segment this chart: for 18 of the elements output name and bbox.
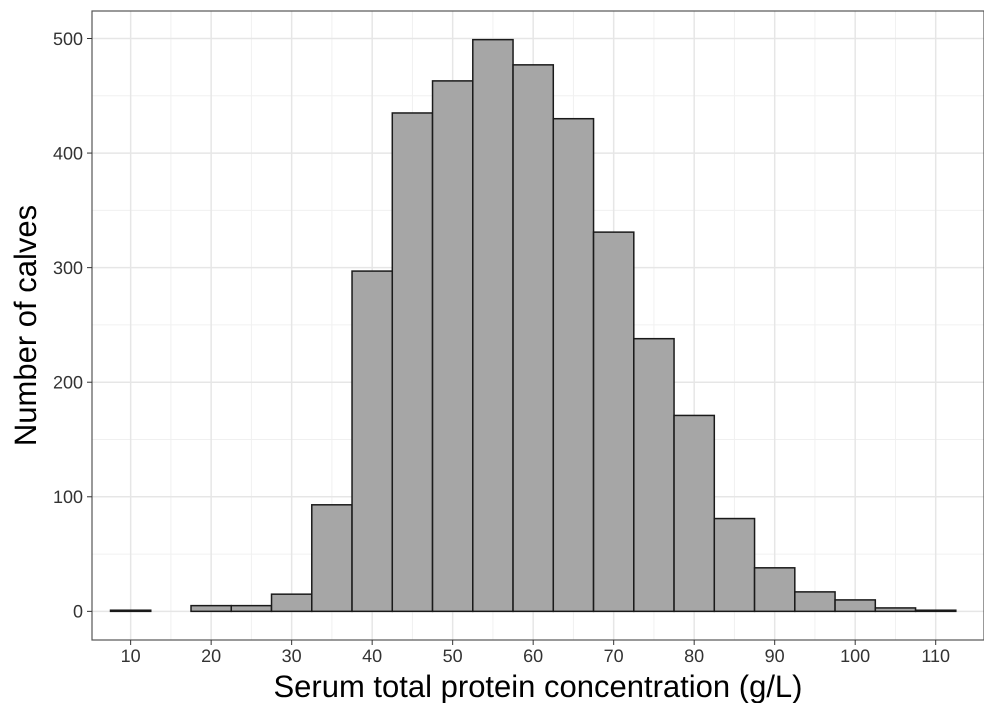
x-tick-label: 110 <box>921 646 950 666</box>
x-tick-label: 50 <box>442 646 463 666</box>
y-tick-label: 0 <box>72 602 83 622</box>
y-tick-label: 300 <box>52 258 83 278</box>
x-tick-label: 20 <box>201 646 222 666</box>
x-tick-label: 90 <box>764 646 785 666</box>
y-axis-title: Number of calves <box>8 204 43 446</box>
x-tick-label: 40 <box>362 646 382 666</box>
y-tick-label: 100 <box>52 487 83 508</box>
x-tick-label: 60 <box>523 646 544 666</box>
y-tick-label: 500 <box>52 28 83 49</box>
x-tick-label: 80 <box>684 646 704 666</box>
y-tick-label: 400 <box>52 143 83 164</box>
y-tick-label: 200 <box>52 372 83 393</box>
x-tick-label: 10 <box>120 646 141 666</box>
x-tick-label: 70 <box>604 646 624 666</box>
x-tick-label: 30 <box>282 646 302 666</box>
x-tick-label: 100 <box>840 646 870 666</box>
